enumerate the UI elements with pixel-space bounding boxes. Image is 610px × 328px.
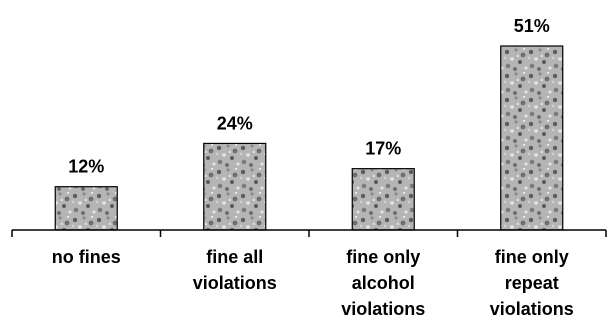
labels-layer: 12% no fines 24% fine all violations 17% fine … [52,16,574,319]
data-label: 51% [514,16,550,36]
bar [500,45,564,231]
bar [54,186,118,231]
category-label-line: fine only [495,247,569,267]
bar [351,168,415,231]
category-label: fine only alcohol violations [341,247,425,319]
data-label: 24% [217,113,253,133]
data-label: 12% [68,157,104,177]
bars-layer [54,45,564,231]
category-label-line: fine only [346,247,420,267]
category-label-line: alcohol [352,273,415,293]
category-label-line: no fines [52,247,121,267]
bar [203,142,267,231]
category-label-line: violations [341,299,425,319]
category-label: fine only repeat violations [490,247,574,319]
category-label-line: repeat [505,273,559,293]
data-label: 17% [365,139,401,159]
category-label: fine all violations [193,247,277,293]
x-axis [11,229,607,237]
category-label-line: violations [193,273,277,293]
category-label-line: fine all [206,247,263,267]
category-label-line: violations [490,299,574,319]
category-label: no fines [52,247,121,267]
